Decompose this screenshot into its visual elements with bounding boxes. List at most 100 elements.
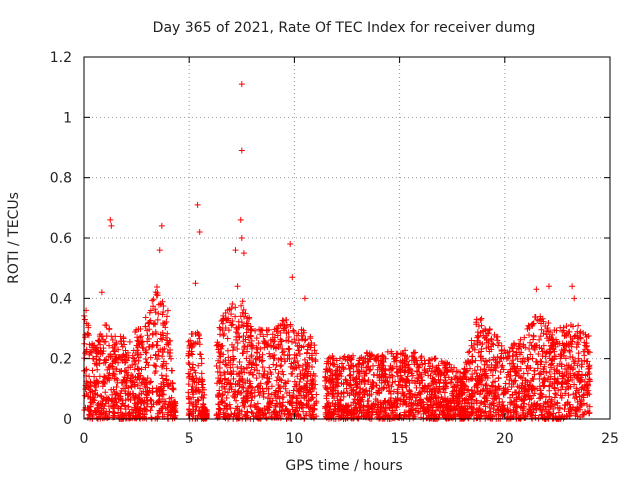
data-point: [98, 405, 105, 412]
data-point: [329, 384, 336, 391]
data-point: [101, 338, 108, 345]
data-point: [395, 382, 402, 389]
data-point: [151, 369, 158, 376]
data-point: [161, 320, 168, 327]
data-point: [301, 329, 308, 336]
data-point: [241, 398, 248, 405]
data-point: [144, 375, 151, 382]
data-point: [133, 407, 140, 414]
data-point: [111, 341, 118, 348]
data-point: [510, 341, 517, 348]
data-point: [499, 404, 506, 411]
data-point: [264, 406, 271, 413]
data-point: [500, 366, 507, 373]
data-point: [474, 387, 481, 394]
data-points: [81, 81, 593, 422]
data-point: [221, 400, 228, 407]
data-point: [556, 405, 563, 412]
data-point: [170, 413, 177, 420]
data-point: [484, 375, 491, 382]
data-point: [492, 395, 499, 402]
data-point: [540, 382, 547, 389]
data-point: [526, 406, 533, 413]
data-point: [544, 399, 551, 406]
data-point: [525, 365, 532, 372]
data-point: [305, 341, 312, 348]
data-point: [449, 368, 456, 375]
data-point: [474, 363, 481, 370]
data-point: [219, 392, 226, 399]
data-point: [185, 338, 192, 345]
data-point: [458, 411, 465, 418]
data-point: [240, 384, 247, 391]
data-point: [260, 390, 267, 397]
data-point: [285, 346, 292, 353]
data-point: [487, 408, 494, 415]
data-point: [313, 350, 320, 357]
data-point: [372, 401, 379, 408]
data-point: [154, 356, 161, 363]
data-point: [308, 391, 315, 398]
data-point: [486, 389, 493, 396]
data-point: [327, 372, 334, 379]
data-point: [516, 351, 523, 358]
data-point: [449, 384, 456, 391]
data-point: [368, 391, 375, 398]
data-point: [323, 409, 330, 416]
data-point: [234, 406, 241, 413]
data-point: [247, 332, 254, 339]
data-point: [433, 379, 440, 386]
data-point: [135, 357, 142, 364]
data-point: [399, 389, 406, 396]
data-point: [267, 342, 274, 349]
data-point: [511, 377, 518, 384]
data-point: [554, 399, 561, 406]
data-point: [294, 357, 301, 364]
data-point: [401, 369, 408, 376]
data-point: [536, 395, 543, 402]
data-point: [469, 408, 476, 415]
data-point: [393, 403, 400, 410]
data-point: [575, 350, 582, 357]
data-point: [559, 370, 566, 377]
data-point: [473, 406, 480, 413]
data-point: [532, 412, 539, 419]
data-point: [422, 369, 429, 376]
data-point: [84, 331, 91, 338]
data-point: [373, 382, 380, 389]
data-point: [516, 367, 523, 374]
data-point: [472, 357, 479, 364]
data-point: [118, 341, 125, 348]
data-point: [360, 368, 367, 375]
data-point: [479, 377, 486, 384]
data-point-outlier: [232, 247, 239, 254]
data-point: [295, 412, 302, 419]
data-point: [336, 355, 343, 362]
data-point: [496, 399, 503, 406]
data-point: [131, 381, 138, 388]
data-point: [306, 386, 313, 393]
data-point: [235, 324, 242, 331]
data-point: [527, 364, 534, 371]
data-point: [379, 366, 386, 373]
data-point: [155, 386, 162, 393]
data-point: [168, 394, 175, 401]
data-point: [268, 414, 275, 421]
data-point: [285, 408, 292, 415]
data-point: [243, 395, 250, 402]
data-point: [282, 379, 289, 386]
data-point: [244, 408, 251, 415]
data-point: [144, 338, 151, 345]
data-point: [274, 393, 281, 400]
data-point: [363, 349, 370, 356]
data-point: [284, 355, 291, 362]
data-point: [100, 360, 107, 367]
data-point: [528, 401, 535, 408]
data-point: [539, 393, 546, 400]
data-point: [502, 350, 509, 357]
data-point: [584, 382, 591, 389]
data-point: [85, 322, 92, 329]
data-point: [267, 395, 274, 402]
data-point: [234, 391, 241, 398]
data-point: [264, 331, 271, 338]
